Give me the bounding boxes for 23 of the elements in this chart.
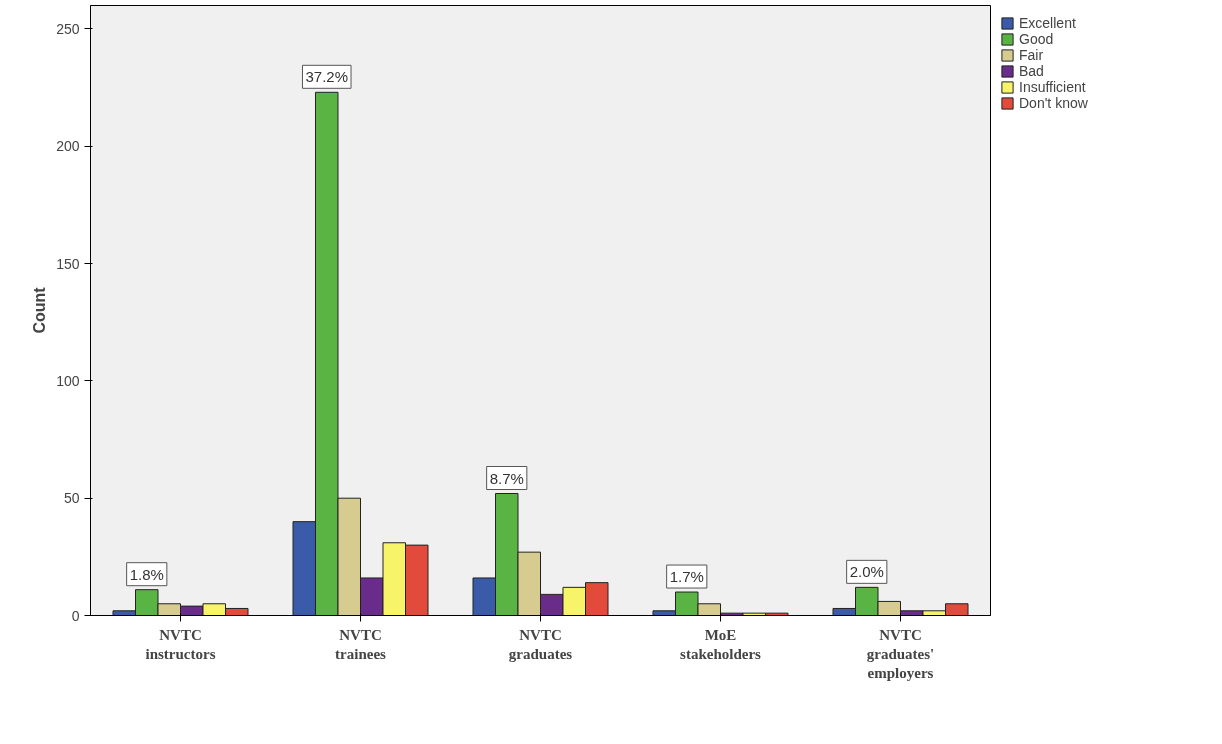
legend-label: Fair (1019, 47, 1044, 63)
x-tick-label: NVTC graduates (508, 626, 573, 662)
y-tick-label: 250 (56, 20, 80, 37)
legend-label: Insufficient (1019, 79, 1086, 95)
annotation: 1.7% (669, 568, 704, 586)
x-tick-label: NVTC graduates' employers (866, 626, 935, 681)
x-tick-label: NVTC trainees (335, 626, 387, 662)
x-tick-label: MoE stakeholders (680, 626, 762, 662)
legend-label: Bad (1019, 63, 1044, 79)
y-tick-label: 50 (63, 490, 80, 507)
y-tick-label: 0 (71, 607, 80, 624)
y-tick-label: 100 (56, 372, 80, 389)
legend-label: Don't know (1019, 95, 1088, 111)
legend-label: Excellent (1019, 15, 1076, 31)
annotation: 8.7% (489, 469, 524, 487)
annotation: 2.0% (849, 563, 884, 581)
annotation: 37.2% (305, 68, 349, 86)
y-tick-label: 150 (56, 255, 80, 272)
x-tick-label: NVTC instructors (145, 626, 216, 662)
legend-label: Good (1019, 31, 1054, 47)
y-axis-title: Count (31, 286, 49, 334)
y-tick-label: 200 (56, 138, 80, 155)
annotation: 1.8% (129, 565, 164, 583)
